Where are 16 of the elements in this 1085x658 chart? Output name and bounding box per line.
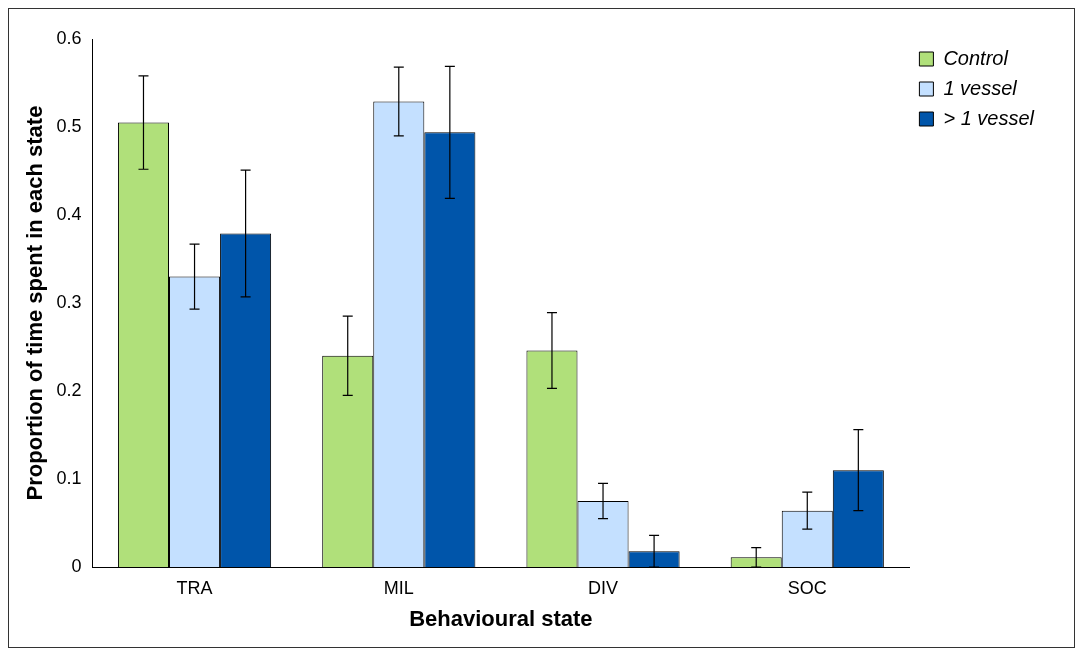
x-axis-title: Behavioural state — [409, 605, 593, 631]
y-tick-label: 0 — [71, 555, 82, 576]
y-tick-label: 0.1 — [56, 467, 82, 488]
y-tick-label: 0.2 — [56, 379, 82, 400]
x-tick-label: SOC — [787, 577, 827, 598]
y-tick-label: 0.4 — [56, 203, 82, 224]
y-tick-label: 0.3 — [56, 291, 82, 312]
y-axis-title: Proportion of time spent in each state — [22, 105, 48, 501]
x-tick-label: DIV — [588, 577, 619, 598]
legend-label: Control — [943, 46, 1009, 69]
x-tick-label: MIL — [383, 577, 414, 598]
legend-label: > 1 vessel — [943, 106, 1035, 129]
y-tick-label: 0.5 — [56, 115, 82, 136]
x-tick-label: TRA — [176, 577, 213, 598]
y-tick-label: 0.6 — [56, 27, 82, 48]
legend-label: 1 vessel — [943, 76, 1018, 99]
